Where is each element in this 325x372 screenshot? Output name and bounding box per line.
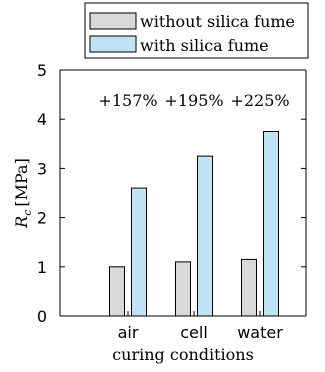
legend: without silica fume with silica fume xyxy=(84,2,309,59)
y-axis-label-unit: [MPa] xyxy=(12,158,31,206)
bar-water-with-silica xyxy=(263,131,279,317)
y-tick-label: 1 xyxy=(37,258,47,277)
legend-swatch-without-silica xyxy=(89,12,137,30)
x-tick-label-air: air xyxy=(118,323,139,342)
legend-swatch-with-silica xyxy=(89,35,137,53)
bar-water-without-silica xyxy=(241,258,257,317)
annotation-water: +225% xyxy=(230,91,289,110)
bar-air-with-silica xyxy=(131,187,147,317)
bar-air-without-silica xyxy=(109,266,125,317)
y-tick-label: 5 xyxy=(37,61,47,80)
x-axis-label: curing conditions xyxy=(112,345,254,364)
y-tick-label: 0 xyxy=(37,307,47,326)
bar-cell-without-silica xyxy=(175,261,191,317)
y-ticks: 0 1 2 3 4 5 xyxy=(37,61,306,326)
annotation-cell: +195% xyxy=(164,91,223,110)
legend-label-with-silica: with silica fume xyxy=(140,36,269,55)
x-ticks: air cell water xyxy=(118,311,283,342)
bar-cell-with-silica xyxy=(197,155,213,317)
bars xyxy=(109,131,279,317)
x-tick-label-cell: cell xyxy=(180,323,208,342)
y-axis-label-subscript: c xyxy=(21,210,34,216)
x-tick-label-water: water xyxy=(237,323,283,342)
legend-label-without-silica: without silica fume xyxy=(140,12,295,31)
annotation-air: +157% xyxy=(98,91,157,110)
y-axis-label: Rc [MPa] xyxy=(12,158,34,229)
y-tick-label: 2 xyxy=(37,209,47,228)
y-axis-label-symbol: R xyxy=(12,216,31,229)
y-tick-label: 3 xyxy=(37,159,47,178)
annotations: +157% +195% +225% xyxy=(98,91,289,110)
y-tick-label: 4 xyxy=(37,110,47,129)
